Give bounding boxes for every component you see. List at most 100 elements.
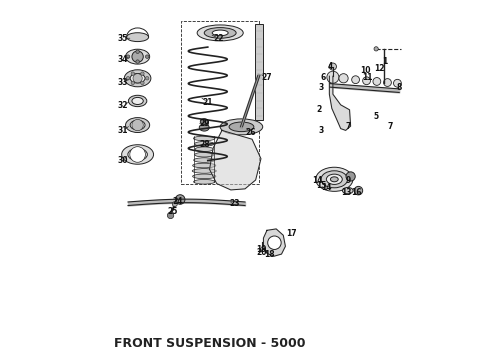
Text: 26: 26 [245, 128, 256, 137]
Text: 6: 6 [320, 73, 325, 82]
Ellipse shape [193, 174, 216, 179]
Text: 24: 24 [172, 197, 183, 206]
Text: 14: 14 [313, 176, 323, 185]
Ellipse shape [204, 28, 236, 38]
Ellipse shape [128, 148, 147, 161]
Polygon shape [264, 229, 285, 256]
Text: 18: 18 [265, 250, 275, 259]
Ellipse shape [200, 119, 208, 124]
Text: 23: 23 [229, 198, 240, 207]
Text: 3: 3 [318, 126, 324, 135]
Circle shape [126, 55, 130, 58]
Ellipse shape [126, 33, 148, 42]
Bar [181, 21, 259, 184]
Text: 29: 29 [199, 119, 210, 128]
Ellipse shape [130, 120, 145, 130]
Circle shape [268, 236, 281, 249]
Circle shape [393, 79, 401, 87]
Circle shape [131, 81, 135, 85]
Circle shape [172, 202, 177, 207]
Circle shape [130, 147, 146, 162]
Ellipse shape [197, 25, 243, 41]
Ellipse shape [175, 195, 185, 204]
Circle shape [146, 77, 149, 80]
Text: 25: 25 [167, 207, 177, 216]
Ellipse shape [195, 152, 214, 157]
Circle shape [136, 60, 139, 63]
Circle shape [131, 72, 135, 76]
Text: 4: 4 [327, 62, 333, 71]
Text: 22: 22 [213, 34, 223, 43]
Bar [255, 24, 263, 120]
Ellipse shape [212, 30, 228, 36]
Ellipse shape [132, 98, 143, 104]
Text: 35: 35 [118, 34, 128, 43]
Ellipse shape [326, 174, 343, 184]
Circle shape [384, 78, 392, 86]
Ellipse shape [194, 136, 215, 141]
Text: 34: 34 [118, 55, 128, 64]
Ellipse shape [130, 73, 145, 83]
Ellipse shape [124, 70, 151, 87]
Circle shape [132, 120, 143, 131]
Circle shape [374, 47, 378, 51]
Ellipse shape [125, 118, 149, 132]
Circle shape [373, 77, 381, 85]
Ellipse shape [195, 147, 214, 152]
Text: 32: 32 [118, 101, 128, 110]
Polygon shape [329, 76, 351, 130]
Circle shape [141, 72, 144, 76]
Ellipse shape [229, 122, 254, 132]
Circle shape [354, 186, 363, 195]
Text: 11: 11 [362, 73, 372, 82]
Text: 14: 14 [321, 183, 332, 192]
Circle shape [327, 71, 339, 83]
Text: 19: 19 [256, 244, 266, 253]
Text: 7: 7 [388, 122, 393, 131]
Circle shape [346, 172, 355, 181]
Ellipse shape [343, 188, 353, 194]
Text: 9: 9 [345, 176, 350, 185]
Text: 27: 27 [261, 73, 271, 82]
Circle shape [136, 50, 139, 54]
Text: 3: 3 [318, 84, 324, 93]
Text: 13: 13 [341, 188, 351, 197]
Text: 33: 33 [118, 78, 128, 87]
Ellipse shape [192, 168, 216, 173]
Ellipse shape [122, 145, 153, 164]
Text: 20: 20 [257, 248, 267, 257]
Text: FRONT SUSPENSION - 5000: FRONT SUSPENSION - 5000 [114, 337, 305, 350]
Circle shape [329, 63, 337, 70]
Circle shape [126, 77, 130, 80]
Circle shape [363, 77, 370, 85]
Circle shape [133, 74, 142, 83]
Circle shape [141, 81, 144, 85]
Circle shape [339, 74, 348, 83]
Ellipse shape [199, 124, 209, 131]
Ellipse shape [193, 163, 216, 168]
Ellipse shape [321, 171, 347, 188]
Text: 28: 28 [199, 140, 210, 149]
Text: 10: 10 [360, 66, 371, 75]
Text: 15: 15 [316, 181, 326, 190]
Polygon shape [210, 130, 261, 190]
Text: 30: 30 [118, 156, 128, 165]
Ellipse shape [194, 180, 215, 184]
Text: 17: 17 [286, 229, 296, 238]
Text: 1: 1 [382, 57, 388, 66]
Ellipse shape [316, 167, 353, 192]
Circle shape [146, 55, 149, 58]
Text: 21: 21 [202, 98, 213, 107]
Ellipse shape [195, 141, 214, 146]
Ellipse shape [125, 49, 149, 64]
Ellipse shape [194, 158, 215, 162]
Text: 31: 31 [118, 126, 128, 135]
Text: 7: 7 [345, 122, 350, 131]
Text: 5: 5 [373, 112, 379, 121]
Circle shape [168, 212, 174, 219]
Text: 16: 16 [351, 188, 362, 197]
Text: 8: 8 [396, 84, 402, 93]
Circle shape [352, 76, 360, 84]
Ellipse shape [220, 119, 263, 135]
Text: 2: 2 [317, 105, 322, 114]
